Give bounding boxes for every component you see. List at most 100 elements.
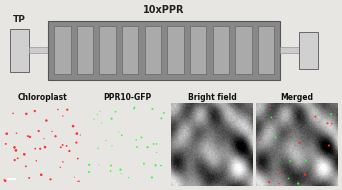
Point <box>273 136 278 139</box>
Point <box>269 116 274 119</box>
Point <box>145 146 150 149</box>
Bar <box>54 26 70 74</box>
Point <box>308 105 314 108</box>
Point <box>314 113 320 116</box>
Point <box>268 108 273 111</box>
Bar <box>280 47 299 53</box>
Bar <box>235 26 252 74</box>
Point <box>32 109 38 112</box>
Point <box>108 169 113 173</box>
Point <box>151 142 156 146</box>
Point <box>67 150 72 153</box>
Point <box>10 112 16 115</box>
Point <box>44 119 49 122</box>
Point <box>96 163 102 166</box>
Point <box>257 139 262 142</box>
Point <box>53 135 58 138</box>
Point <box>58 146 64 149</box>
Bar <box>167 26 184 74</box>
Point <box>32 147 38 150</box>
Point <box>91 118 97 121</box>
Point <box>42 146 48 149</box>
Text: Merged: Merged <box>280 93 313 102</box>
Bar <box>48 21 280 80</box>
Point <box>41 137 47 140</box>
Point <box>27 135 32 139</box>
Point <box>302 173 308 176</box>
Point <box>38 147 43 150</box>
Point <box>95 113 100 116</box>
Point <box>134 146 140 149</box>
Point <box>25 135 30 138</box>
Point <box>13 149 19 152</box>
Bar <box>77 26 93 74</box>
Point <box>12 159 17 162</box>
Point <box>60 160 66 163</box>
Point <box>286 177 291 180</box>
Point <box>109 117 114 120</box>
Point <box>74 141 79 144</box>
Point <box>64 144 69 147</box>
Point <box>287 160 293 163</box>
Point <box>295 182 301 185</box>
Bar <box>258 26 274 74</box>
Bar <box>190 26 206 74</box>
Point <box>329 122 334 125</box>
Point <box>131 107 137 110</box>
Point <box>49 130 55 133</box>
Point <box>24 112 29 115</box>
Point <box>266 180 272 184</box>
Point <box>70 125 76 128</box>
Point <box>153 164 158 167</box>
Point <box>15 157 21 160</box>
Point <box>75 157 80 160</box>
Bar <box>212 26 229 74</box>
Text: Bright field: Bright field <box>188 93 236 102</box>
Point <box>154 151 159 154</box>
Point <box>75 180 80 183</box>
Point <box>60 143 65 146</box>
Point <box>87 163 92 166</box>
Point <box>158 164 164 167</box>
Point <box>139 136 144 139</box>
Bar <box>145 26 161 74</box>
Point <box>48 178 53 181</box>
Point <box>161 111 167 114</box>
Point <box>116 131 122 134</box>
Point <box>4 132 10 135</box>
Bar <box>99 26 116 74</box>
Point <box>259 169 264 173</box>
Point <box>103 139 109 142</box>
Point <box>78 134 83 137</box>
Point <box>154 142 159 145</box>
Point <box>328 113 334 116</box>
Point <box>72 176 77 179</box>
Point <box>326 144 332 147</box>
Point <box>12 146 17 149</box>
Point <box>150 107 155 110</box>
Point <box>126 176 131 179</box>
Point <box>65 108 70 111</box>
Point <box>22 153 27 156</box>
Point <box>149 176 155 179</box>
Point <box>133 138 139 141</box>
Bar <box>6 178 16 180</box>
Point <box>76 180 82 183</box>
Point <box>297 141 302 144</box>
Bar <box>29 47 48 53</box>
Point <box>36 130 41 133</box>
Point <box>99 121 105 124</box>
Point <box>141 162 147 165</box>
Point <box>109 144 115 147</box>
Point <box>277 159 283 162</box>
Point <box>23 165 29 168</box>
Point <box>303 159 308 162</box>
Point <box>74 132 80 135</box>
Bar <box>10 29 29 72</box>
Point <box>132 106 137 109</box>
Point <box>55 108 61 111</box>
Point <box>108 164 114 167</box>
Point <box>97 110 103 113</box>
Point <box>118 172 124 175</box>
Bar <box>299 32 318 69</box>
